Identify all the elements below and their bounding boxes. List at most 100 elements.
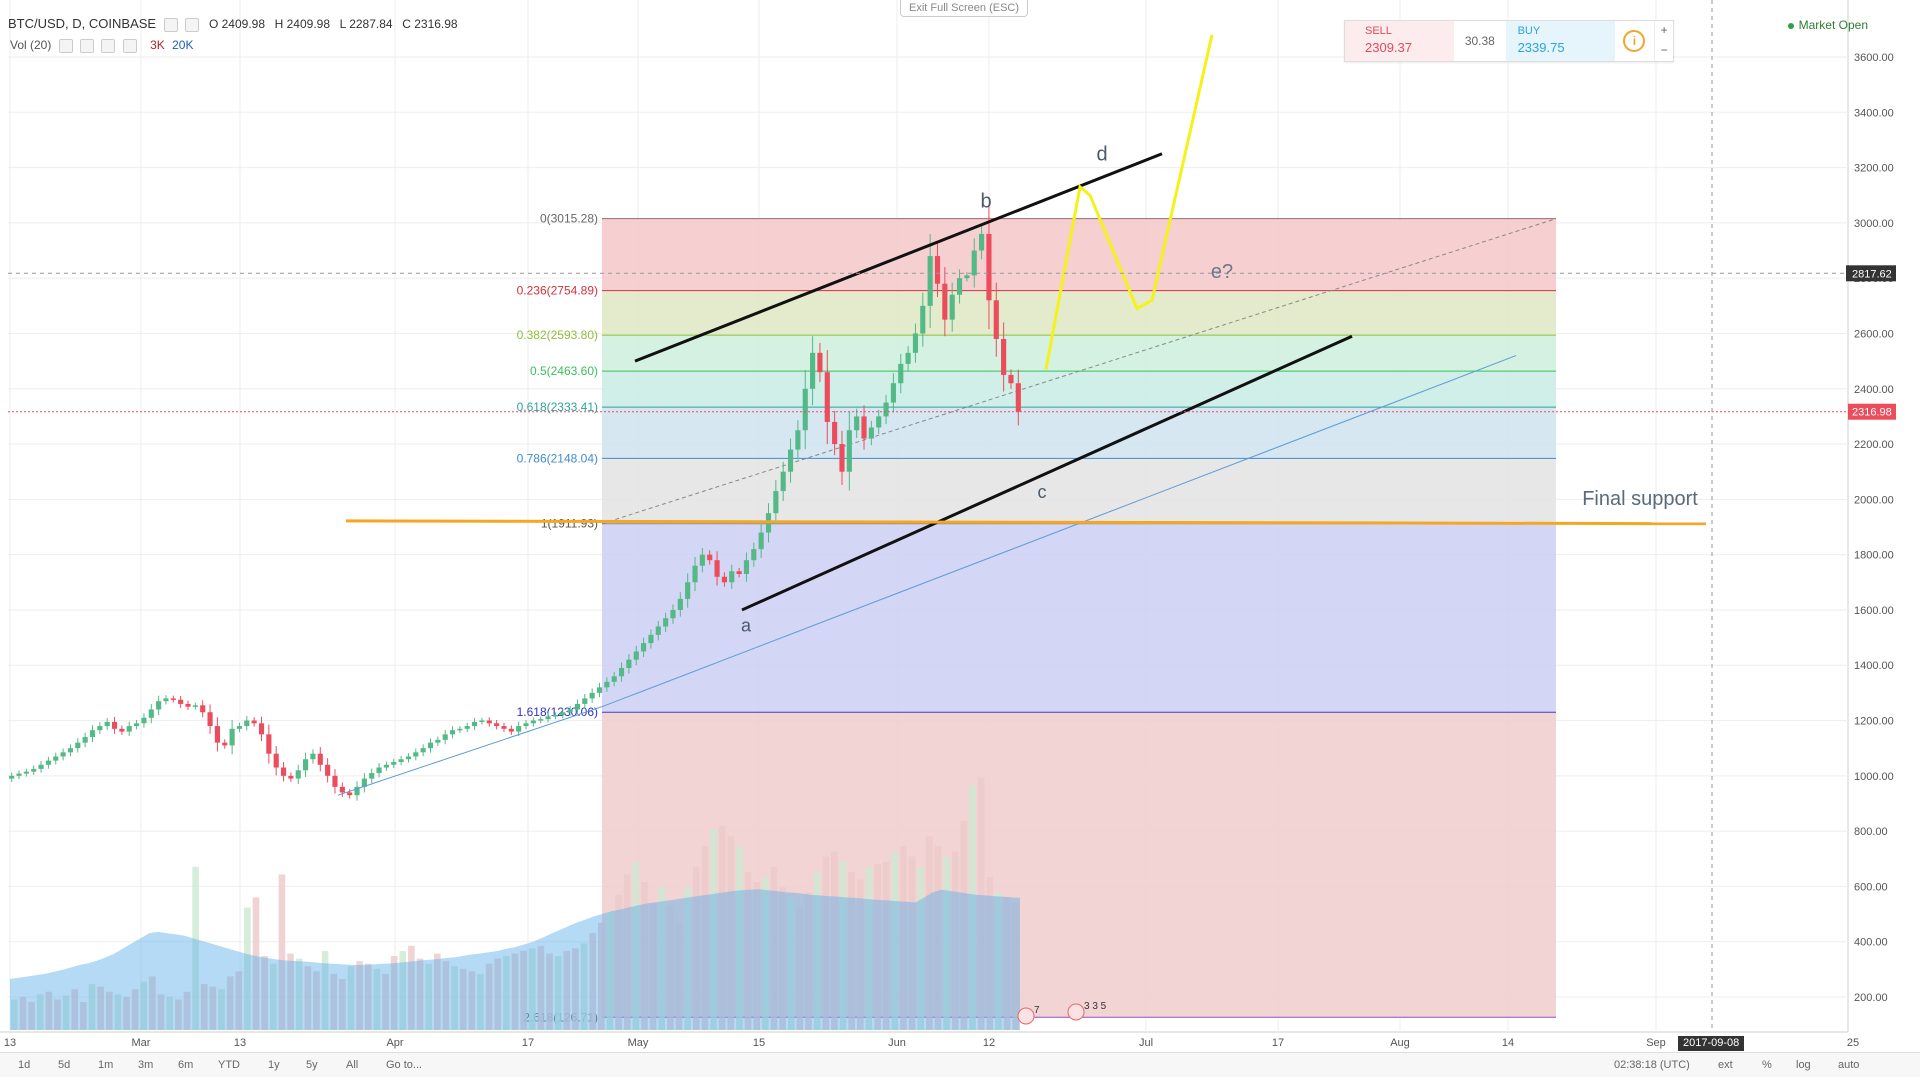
buy-button[interactable]: BUY 2339.75 (1505, 21, 1615, 61)
close-icon[interactable] (122, 38, 137, 53)
volume-bar (28, 1001, 35, 1030)
volume-bar (865, 866, 873, 1030)
symbol-dropdown-icon[interactable] (163, 17, 178, 32)
volume-bar (442, 961, 450, 1030)
timeframe-3m[interactable]: 3m (138, 1059, 154, 1071)
percent-button[interactable]: % (1762, 1059, 1772, 1071)
candle-body (75, 742, 81, 749)
wave-annotation: Final support (1582, 488, 1698, 510)
timeframe-5y[interactable]: 5y (306, 1059, 318, 1071)
candle-body (457, 728, 463, 731)
volume-bar (615, 894, 622, 1030)
fib-zone (602, 218, 1556, 291)
fib-zone (602, 290, 1556, 336)
timeframe-1d[interactable]: 1d (18, 1059, 31, 1071)
volume-bar (822, 856, 830, 1030)
timeframe-all[interactable]: All (346, 1059, 359, 1071)
candle-body (192, 705, 198, 707)
candle-body (707, 554, 713, 561)
y-tick-label: 1800.00 (1854, 550, 1894, 562)
y-tick-label: 3600.00 (1854, 52, 1894, 64)
candle-body (824, 372, 830, 422)
candle-body (222, 742, 228, 746)
candle-body (97, 726, 103, 731)
trendline-lower-blue (337, 706, 603, 796)
candle-body (979, 233, 985, 251)
candle-body (883, 402, 889, 417)
candle-body (449, 730, 456, 735)
candle-body (266, 734, 272, 754)
volume-bar (882, 861, 890, 1030)
fib-zone (602, 371, 1556, 408)
volume-bar (244, 907, 251, 1030)
settings-icon[interactable] (185, 17, 200, 32)
plus-icon[interactable] (101, 38, 116, 53)
candle-body (413, 752, 419, 757)
goto-button[interactable]: Go to... (386, 1059, 423, 1071)
log-button[interactable]: log (1796, 1059, 1811, 1071)
y-tick-label: 400.00 (1854, 937, 1888, 949)
candle-body (993, 300, 999, 339)
exit-fullscreen-button[interactable]: Exit Full Screen (ESC) (900, 0, 1029, 17)
x-tick-label: 13 (234, 1037, 246, 1049)
volume-label[interactable]: Vol (20) (10, 38, 52, 52)
candle-body (582, 698, 588, 704)
gear-icon[interactable] (80, 38, 95, 53)
x-tick-label: Aug (1390, 1037, 1410, 1049)
status-dot-icon (1787, 22, 1794, 29)
volume-bar (770, 866, 778, 1030)
timeframe-1m[interactable]: 1m (98, 1059, 114, 1071)
volume-bar (330, 973, 338, 1030)
volume-bar (874, 864, 881, 1030)
sell-button[interactable]: SELL 2309.37 (1345, 21, 1455, 61)
sell-label: SELL (1365, 25, 1392, 37)
volume-bar (54, 999, 61, 1030)
timeframe-5d[interactable]: 5d (58, 1059, 71, 1071)
candle-body (1015, 383, 1021, 412)
candle-body (817, 352, 823, 373)
ext-button[interactable]: ext (1718, 1059, 1733, 1071)
volume-bar (934, 846, 942, 1030)
x-tick-label: May (628, 1037, 649, 1049)
candle-body (303, 759, 309, 771)
info-button[interactable]: i (1615, 21, 1655, 61)
symbol-label[interactable]: BTC/USD, D, COINBASE (8, 16, 157, 31)
volume-bar (11, 999, 18, 1030)
candle-body (641, 643, 647, 652)
candle-body (773, 491, 779, 514)
candle-body (611, 676, 617, 682)
candle-body (104, 721, 110, 727)
candle-body (516, 726, 522, 732)
volume-bar (416, 958, 424, 1030)
volume-bar (943, 856, 950, 1030)
timeframe-1y[interactable]: 1y (268, 1059, 280, 1071)
volume-bar (192, 866, 199, 1030)
ohlc-close: C 2316.98 (402, 17, 458, 31)
wave-annotation: c (1038, 482, 1047, 502)
candle-body (839, 444, 845, 472)
plus-button[interactable]: + (1660, 23, 1668, 37)
volume-bar (649, 902, 657, 1030)
timeframe-ytd[interactable]: YTD (218, 1059, 240, 1071)
minus-button[interactable]: − (1660, 43, 1668, 57)
volume-bar (477, 973, 484, 1030)
volume-bar (641, 882, 648, 1030)
candle-body (200, 705, 206, 713)
buy-price: 2339.75 (1517, 40, 1565, 55)
event-flag-icon (1067, 1003, 1085, 1021)
volume-bar (408, 945, 415, 1030)
quantity-stepper[interactable]: + − (1654, 21, 1673, 61)
volume-bar (779, 887, 786, 1030)
timeframe-6m[interactable]: 6m (178, 1059, 194, 1071)
fib-level-label: 0.382(2593.80) (517, 328, 598, 342)
fib-level-label: 0(3015.28) (540, 212, 598, 226)
volume-bar (951, 851, 959, 1030)
volume-bar (856, 879, 864, 1030)
auto-button[interactable]: auto (1838, 1059, 1860, 1071)
trade-panel: SELL 2309.37 30.38 BUY 2339.75 i + − (1344, 20, 1674, 62)
candle-body (729, 571, 735, 583)
price-axis-panel (1848, 0, 1920, 1052)
volume-bar (105, 991, 113, 1030)
eye-icon[interactable] (58, 38, 73, 53)
